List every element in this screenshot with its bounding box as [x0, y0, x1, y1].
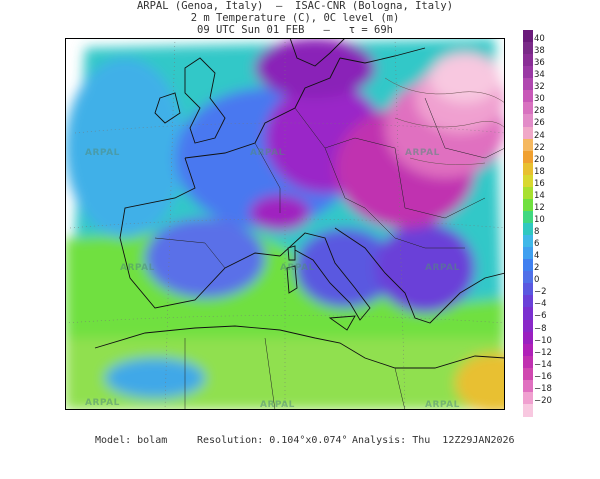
watermark-label: ARPAL — [425, 263, 460, 273]
colorbar-segment — [523, 391, 533, 405]
watermark-label: ARPAL — [260, 400, 295, 410]
colorbar-tick-label: 40 — [534, 34, 545, 45]
model-label: Model: bolam — [95, 435, 168, 446]
colorbar-segment — [523, 319, 533, 333]
colorbar-tick-label: 24 — [534, 130, 545, 141]
colorbar-segment — [523, 331, 533, 345]
colorbar-tick-label: 32 — [534, 82, 545, 93]
colorbar-tick-label: 18 — [534, 166, 545, 177]
watermark-label: ARPAL — [280, 263, 315, 273]
colorbar-tick-label: 28 — [534, 106, 545, 117]
colorbar-labels: 40 38 36 34 32 30 28 26 24 22 20 18 16 14 12 10 8 6 4 2 0 −2−… — [534, 30, 574, 416]
colorbar-segment — [523, 307, 533, 320]
colorbar-segment — [523, 295, 533, 308]
colorbar-segment — [523, 403, 533, 417]
colorbar-tick-label: −6 — [534, 311, 547, 322]
colorbar-segment — [523, 379, 533, 393]
colorbar-tick-label: 10 — [534, 214, 545, 225]
colorbar-tick-label: 14 — [534, 190, 545, 201]
map-header: ARPAL (Genoa, Italy) — ISAC-CNR (Bologna… — [0, 0, 590, 36]
colorbar-tick-label: −18 — [534, 383, 552, 394]
lat-lon-grid — [65, 38, 505, 410]
colorbar-tick-label: −2 — [534, 287, 547, 298]
colorbar-tick-label: −16 — [534, 371, 552, 382]
map-frame — [65, 38, 505, 410]
watermark-label: ARPAL — [120, 263, 155, 273]
colorbar-segment — [523, 283, 533, 296]
coastlines — [94, 38, 505, 369]
zero-level-contours — [384, 77, 505, 165]
colorbar-tick-label: 2 — [534, 263, 540, 274]
country-borders — [154, 97, 505, 410]
colorbar-tick-label: −14 — [534, 359, 552, 370]
colorbar-tick-label: 34 — [534, 70, 545, 81]
colorbar-tick-label: −10 — [534, 335, 552, 346]
temperature-field — [65, 38, 505, 410]
colorbar-tick-label: −8 — [534, 323, 547, 334]
resolution-label: Resolution: 0.104°x0.074° — [197, 435, 348, 446]
colorbar-segment — [523, 367, 533, 381]
colorbar-segment — [523, 259, 533, 272]
colorbar-segment — [523, 66, 533, 79]
colorbar-tick-label: 22 — [534, 142, 545, 153]
analysis-label: Analysis: Thu 12Z29JAN2026 — [352, 435, 515, 446]
colorbar-segment — [523, 198, 533, 212]
colorbar-segment — [523, 210, 533, 224]
watermark-label: ARPAL — [405, 148, 440, 158]
colorbar-segment — [523, 138, 533, 152]
colorbar-tick-label: −12 — [534, 347, 552, 358]
colorbar-segment — [523, 102, 533, 115]
colorbar-segment — [523, 114, 533, 127]
colorbar-segment — [523, 150, 533, 164]
header-variable: 2 m Temperature (C), 0C level (m) — [190, 12, 400, 24]
header-institutions: ARPAL (Genoa, Italy) — ISAC-CNR (Bologna… — [136, 0, 454, 12]
colorbar-segment — [523, 54, 533, 67]
colorbar-tick-label: 26 — [534, 118, 545, 129]
colorbar-tick-label: 30 — [534, 94, 545, 105]
colorbar-tick-label: 0 — [534, 275, 540, 286]
watermark-label: ARPAL — [85, 398, 120, 408]
colorbar-segment — [523, 90, 533, 103]
colorbar-segment — [523, 42, 533, 55]
map-footer: Model: bolam Resolution: 0.104°x0.074° A… — [0, 435, 600, 479]
colorbar-segment — [523, 343, 533, 357]
colorbar-segment — [523, 235, 533, 248]
colorbar-segment — [523, 271, 533, 284]
colorbar-tick-label: 36 — [534, 58, 545, 69]
colorbar-segment — [523, 355, 533, 369]
colorbar-tick-label: 12 — [534, 202, 545, 213]
colorbar-tick-label: −20 — [534, 395, 552, 406]
colorbar-segment — [523, 30, 533, 43]
colorbar-segment — [523, 186, 533, 200]
colorbar-tick-label: −4 — [534, 299, 547, 310]
colorbar-tick-label: 6 — [534, 239, 540, 250]
colorbar-segment — [523, 78, 533, 91]
colorbar-tick-label: 4 — [534, 251, 540, 262]
watermark-label: ARPAL — [85, 148, 120, 158]
watermark-label: ARPAL — [425, 400, 460, 410]
colorbar-tick-label: 8 — [534, 227, 540, 238]
temperature-colorbar — [523, 30, 533, 417]
colorbar-segment — [523, 162, 533, 176]
watermark-label: ARPAL — [250, 148, 285, 158]
colorbar-segment — [523, 174, 533, 188]
colorbar-segment — [523, 223, 533, 236]
colorbar-tick-label: 38 — [534, 46, 545, 57]
colorbar-tick-label: 20 — [534, 154, 545, 165]
colorbar-segment — [523, 247, 533, 260]
colorbar-segment — [523, 126, 533, 140]
header-validity: 09 UTC Sun 01 FEB — τ = 69h — [197, 24, 393, 36]
map-canvas — [65, 38, 505, 410]
temperature-map: ARPAL ARPAL ARPAL ARPAL ARPAL ARPAL ARPA… — [65, 38, 505, 410]
colorbar-tick-label: 16 — [534, 178, 545, 189]
